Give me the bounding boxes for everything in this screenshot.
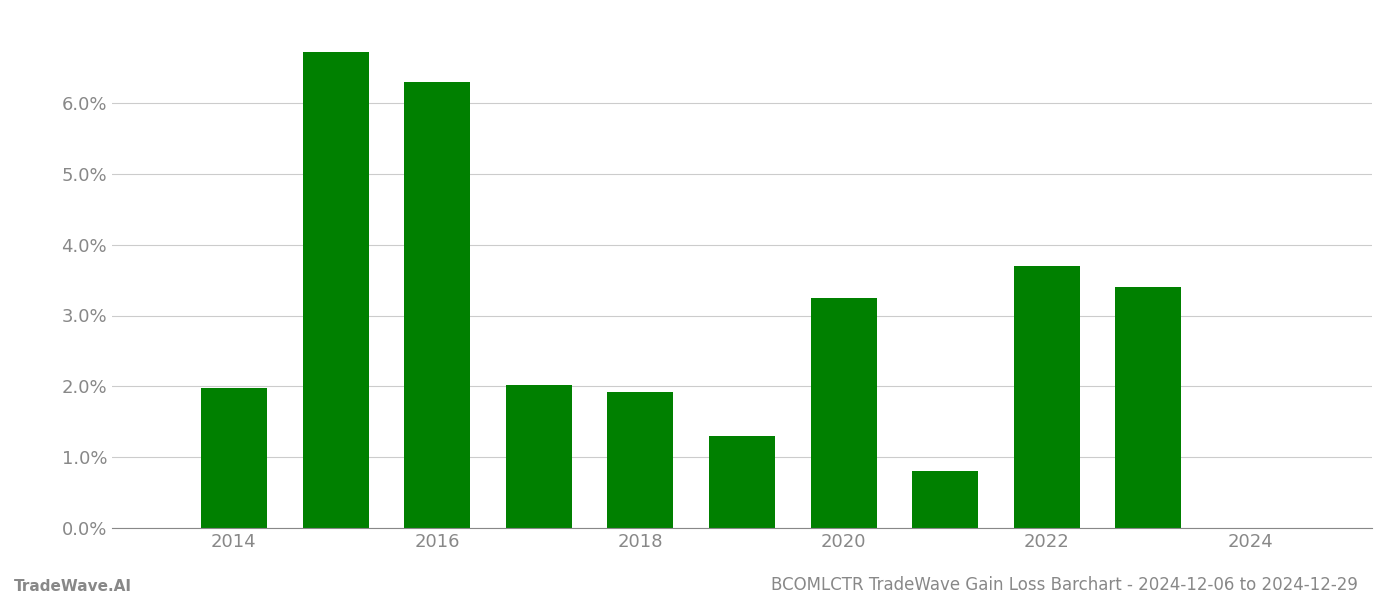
Text: BCOMLCTR TradeWave Gain Loss Barchart - 2024-12-06 to 2024-12-29: BCOMLCTR TradeWave Gain Loss Barchart - … <box>771 576 1358 594</box>
Bar <box>811 298 876 528</box>
Bar <box>913 472 979 528</box>
Bar <box>202 388 267 528</box>
Bar <box>708 436 776 528</box>
Bar <box>302 52 368 528</box>
Bar <box>1014 266 1079 528</box>
Bar <box>1116 287 1182 528</box>
Bar <box>608 392 673 528</box>
Text: TradeWave.AI: TradeWave.AI <box>14 579 132 594</box>
Bar <box>505 385 571 528</box>
Bar <box>405 82 470 528</box>
